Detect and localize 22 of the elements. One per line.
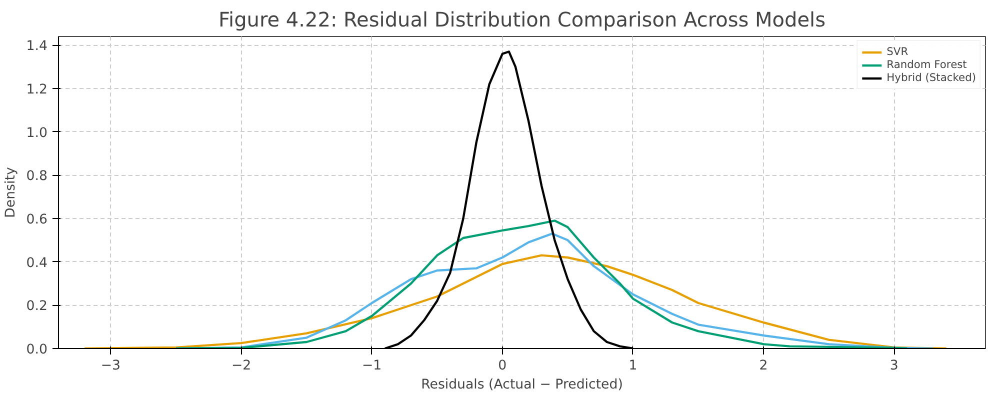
x-tick-label: 3 bbox=[890, 358, 898, 374]
legend-label: Random Forest bbox=[886, 58, 967, 71]
y-tick-label: 0.0 bbox=[26, 342, 48, 358]
x-tick-label: −2 bbox=[231, 358, 252, 374]
x-tick-label: 1 bbox=[628, 358, 638, 374]
y-tick-label: 0.2 bbox=[26, 299, 48, 314]
line-series bbox=[84, 254, 948, 348]
legend-label: Hybrid (Stacked) bbox=[886, 71, 976, 84]
x-tick-label: −3 bbox=[100, 358, 121, 374]
y-tick-label: 1.2 bbox=[26, 82, 48, 98]
y-tick-label: 0.8 bbox=[26, 169, 48, 184]
legend-label: SVR bbox=[886, 45, 908, 58]
y-tick-label: 1.4 bbox=[26, 39, 48, 54]
x-tick-label: −1 bbox=[362, 358, 382, 374]
y-tick-label: 1.0 bbox=[26, 126, 48, 141]
y-tick-label: 0.4 bbox=[26, 256, 48, 271]
y-tick-label: 0.6 bbox=[26, 212, 48, 228]
y-axis-title: Density bbox=[3, 167, 18, 218]
x-axis-title: Residuals (Actual − Predicted) bbox=[421, 378, 623, 392]
x-tick-label: 0 bbox=[498, 358, 507, 374]
x-tick-label: 2 bbox=[759, 358, 768, 374]
chart-title: Figure 4.22: Residual Distribution Comparison Across Models bbox=[218, 8, 826, 32]
